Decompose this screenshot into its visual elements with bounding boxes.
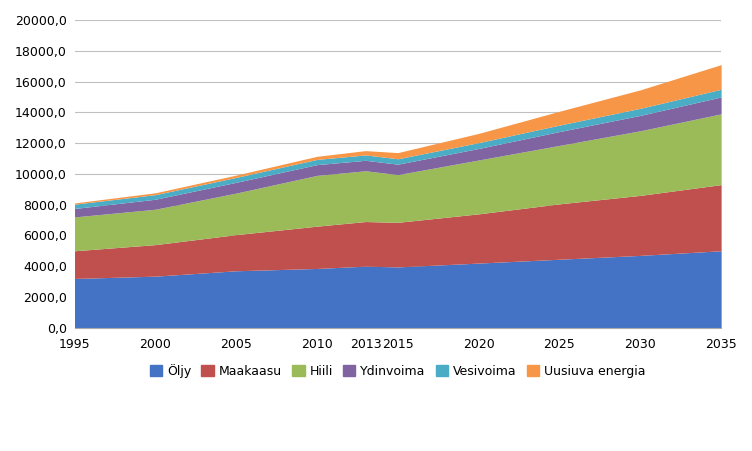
Legend: Öljy, Maakaasu, Hiili, Ydinvoima, Vesivoima, Uusiuva energia: Öljy, Maakaasu, Hiili, Ydinvoima, Vesivo… — [144, 359, 651, 383]
